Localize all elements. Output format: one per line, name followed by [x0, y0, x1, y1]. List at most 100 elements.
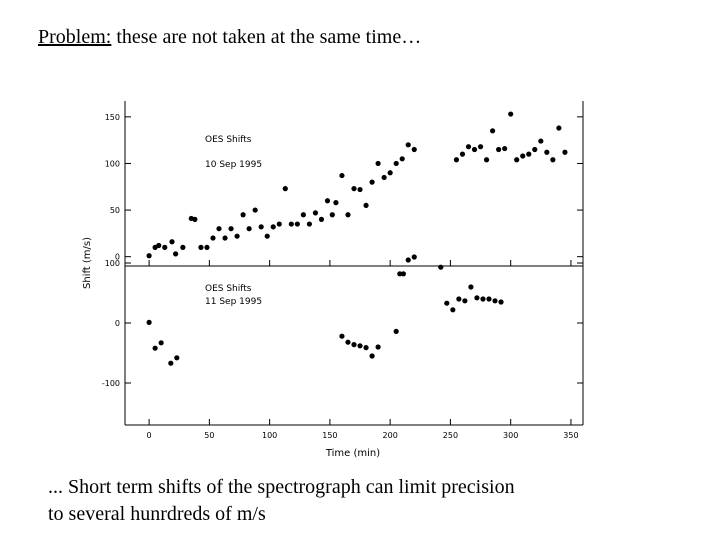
top-data-point [192, 216, 198, 222]
bottom-data-point [369, 353, 375, 359]
top-data-point [357, 186, 363, 193]
top-y-tick-label: 150 [105, 113, 120, 122]
bottom-panel-annotation-date: 11 Sep 1995 [205, 297, 262, 307]
slide-title: Problem: these are not taken at the same… [38, 26, 421, 49]
top-data-point [180, 244, 186, 250]
top-data-point [538, 138, 544, 144]
bottom-data-point [400, 271, 407, 277]
bottom-data-point [444, 300, 450, 306]
slide-title-label: Problem: [38, 26, 112, 48]
top-data-point [471, 146, 478, 153]
top-data-point [264, 233, 270, 239]
top-data-point [399, 156, 405, 162]
top-data-point [508, 111, 514, 117]
top-data-point [329, 212, 335, 218]
top-panel-annotation-date: 10 Sep 1995 [205, 160, 262, 170]
bottom-data-point [486, 296, 492, 302]
bottom-data-point [450, 307, 456, 313]
top-data-point [550, 157, 556, 163]
x-tick-label: 300 [503, 431, 518, 440]
y-axis-label: Shift (m/s) [82, 237, 93, 289]
top-data-point [198, 244, 204, 250]
top-data-point [173, 251, 179, 257]
bottom-data-point [468, 284, 474, 290]
bottom-data-point [498, 299, 504, 305]
top-data-point [306, 221, 313, 227]
top-data-point [156, 242, 162, 249]
top-data-point [387, 170, 393, 176]
top-data-point [294, 221, 300, 227]
x-tick-label: 250 [443, 431, 458, 440]
top-y-tick-label: 0 [115, 253, 120, 262]
top-data-point [246, 226, 252, 232]
top-data-point [381, 174, 387, 181]
top-data-point [216, 226, 222, 232]
bottom-data-point [357, 343, 363, 349]
top-data-point [222, 235, 228, 241]
top-y-tick-label: 100 [105, 159, 120, 168]
bottom-panel-annotation-title: OES Shifts [205, 284, 252, 294]
bottom-data-point [480, 296, 486, 302]
top-data-point [526, 151, 532, 157]
top-data-point [363, 202, 369, 209]
top-data-point [351, 186, 357, 192]
bottom-data-point [339, 333, 345, 339]
top-data-point [411, 146, 417, 153]
slide-title-text: these are not taken at the same time… [111, 26, 422, 48]
bottom-y-tick-label: 100 [105, 259, 120, 268]
top-data-point [333, 200, 339, 206]
top-data-point [514, 157, 520, 163]
bottom-data-point [411, 254, 417, 260]
bottom-data-point [168, 360, 174, 366]
top-data-point [252, 207, 258, 213]
caption-line-1: ... Short term shifts of the spectrograp… [48, 476, 515, 498]
top-data-point [276, 221, 282, 227]
bottom-data-point [158, 340, 164, 346]
bottom-data-point [174, 355, 180, 361]
bottom-data-point [393, 328, 399, 334]
bottom-data-point [152, 345, 158, 351]
x-tick-label: 200 [383, 431, 398, 440]
bottom-data-point [456, 296, 462, 302]
bottom-data-point [492, 298, 498, 304]
bottom-data-point [474, 295, 480, 301]
x-tick-label: 50 [204, 431, 214, 440]
top-data-point [312, 210, 319, 216]
bottom-data-point [345, 339, 351, 345]
top-data-point [282, 186, 288, 192]
top-data-point [544, 149, 550, 155]
top-data-point [288, 221, 294, 227]
top-data-point [204, 244, 210, 250]
top-data-point [234, 233, 240, 239]
top-data-point [502, 145, 508, 152]
top-data-point [393, 160, 399, 167]
top-data-point [258, 224, 264, 230]
bottom-y-tick-label: 0 [115, 319, 120, 328]
bottom-data-point [438, 264, 444, 270]
top-data-point [345, 212, 351, 218]
bottom-data-point [351, 342, 357, 348]
top-data-point [496, 146, 502, 153]
top-data-point [453, 157, 460, 163]
top-panel: 0 50 100 150 OES Shifts 10 Sep 1995 [105, 101, 584, 267]
top-y-tick-label: 50 [110, 206, 120, 215]
x-axis-label: Time (min) [325, 448, 380, 459]
top-data-point [318, 216, 325, 222]
top-data-point [405, 142, 411, 148]
bottom-data-point [397, 271, 403, 277]
top-data-point [490, 128, 496, 134]
x-tick-label: 350 [563, 431, 578, 440]
top-data-point [532, 146, 538, 153]
bottom-data-point [363, 345, 369, 351]
bottom-data-point [375, 344, 381, 350]
top-data-point [162, 244, 168, 250]
top-data-point [228, 226, 234, 232]
top-panel-annotation-title: OES Shifts [205, 135, 252, 145]
top-data-point [270, 224, 276, 230]
top-data-point [459, 151, 466, 157]
top-data-point [562, 149, 568, 155]
top-data-point [210, 235, 216, 241]
bottom-data-point [462, 298, 468, 304]
bottom-data-point [405, 257, 411, 263]
